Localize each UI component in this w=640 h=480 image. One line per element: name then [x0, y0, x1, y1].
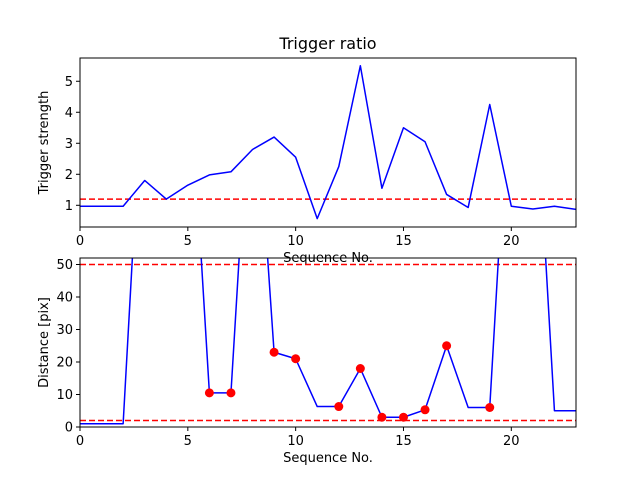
y-tick-label: 10	[56, 388, 73, 403]
x-tick-label: 0	[76, 234, 84, 249]
data-point-1	[226, 388, 236, 398]
chart-title: Trigger ratio	[278, 34, 376, 53]
y-tick-label: 3	[65, 137, 73, 152]
x-tick-label: 20	[503, 434, 520, 449]
data-point-10	[485, 403, 495, 412]
y-tick-label: 5	[65, 75, 73, 90]
y-axis-label: Trigger strength	[37, 91, 52, 196]
data-point-2	[269, 347, 279, 357]
y-tick-label: 20	[56, 356, 73, 371]
y-tick-label: 4	[65, 106, 73, 121]
x-tick-label: 5	[184, 234, 192, 249]
plot-area-1	[80, 258, 576, 425]
x-tick-label: 15	[395, 434, 412, 449]
x-tick-label: 10	[287, 434, 304, 449]
axes-frame-1	[79, 257, 577, 428]
x-tick-label: 20	[503, 234, 520, 249]
data-point-8	[420, 405, 430, 415]
plot-area-0	[80, 65, 576, 220]
x-tick-label: 0	[76, 434, 84, 449]
y-tick-label: 0	[65, 421, 73, 436]
x-tick-label: 15	[395, 234, 412, 249]
data-point-5	[355, 364, 365, 373]
distance-plot: 0 5 10 15 20 0 10 20 30 40 50 Sequence No. Distance …	[37, 257, 577, 466]
data-point-3	[291, 354, 301, 364]
y-tick-label: 2	[65, 168, 73, 183]
series-line-1-0	[80, 258, 576, 425]
x-axis-label: Sequence No.	[283, 451, 373, 466]
y-tick-label: 1	[65, 199, 73, 214]
y-tick-label: 40	[56, 291, 73, 306]
y-axis-label: Distance [pix]	[37, 297, 52, 388]
data-point-7	[398, 412, 408, 422]
data-point-9	[442, 341, 452, 351]
x-tick-label: 5	[184, 434, 192, 449]
axes-frame-0	[79, 57, 577, 228]
data-point-0	[204, 388, 214, 398]
data-point-4	[334, 402, 344, 412]
y-tick-label: 50	[56, 258, 73, 273]
series-line-0-0	[80, 65, 576, 220]
x-tick-label: 10	[287, 234, 304, 249]
data-point-6	[377, 412, 387, 422]
y-tick-label: 30	[56, 323, 73, 338]
